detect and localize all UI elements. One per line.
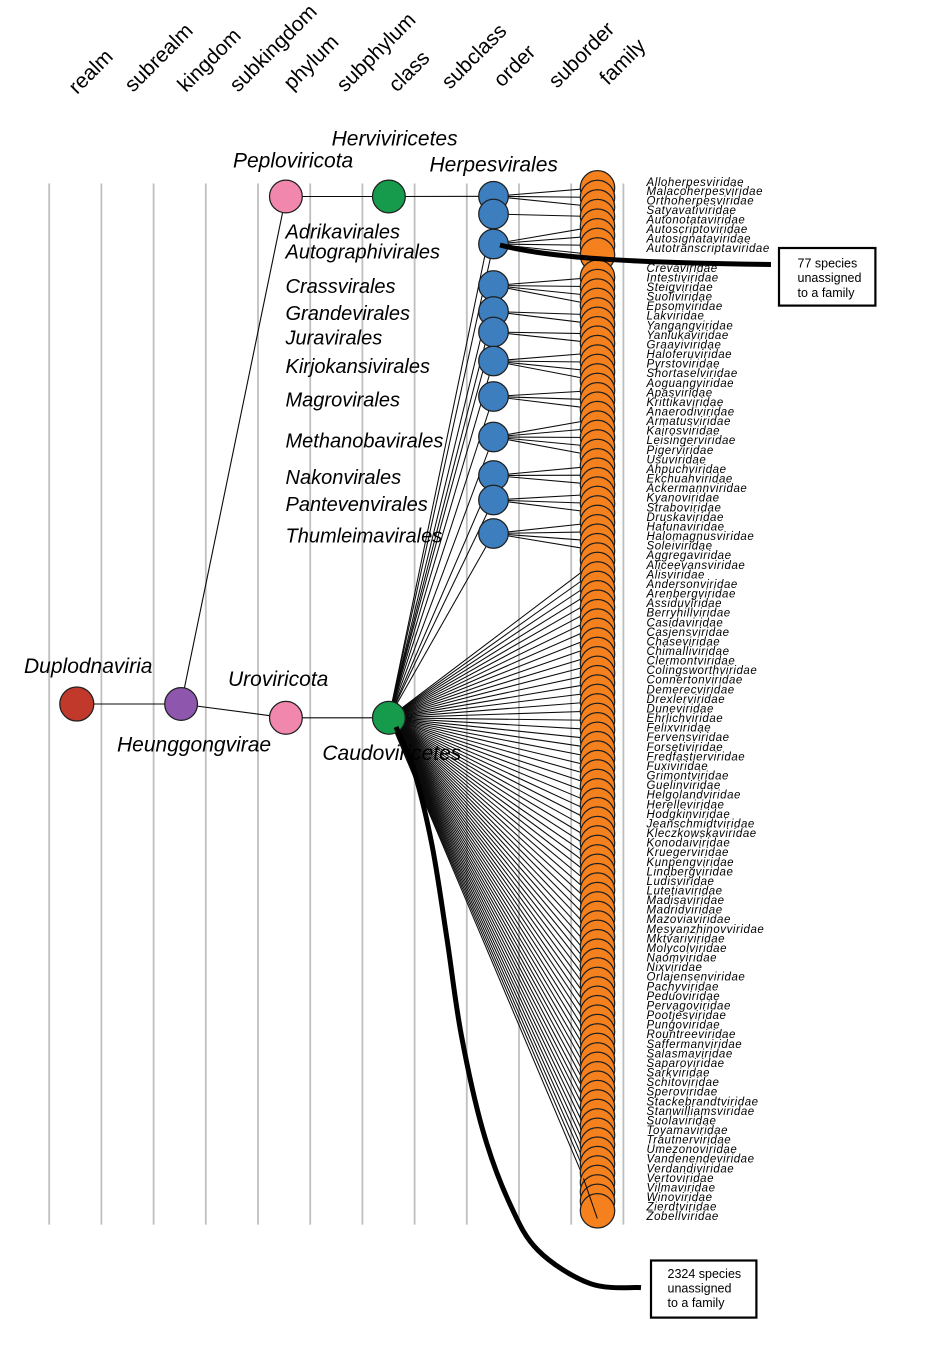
svg-text:Herpesvirales: Herpesvirales <box>430 154 559 177</box>
svg-text:unassigned: unassigned <box>798 271 862 285</box>
svg-text:Caudoviricetes: Caudoviricetes <box>322 742 461 765</box>
svg-text:Juravirales: Juravirales <box>285 328 383 350</box>
svg-text:Thumleimavirales: Thumleimavirales <box>286 526 443 548</box>
svg-text:Adrikavirales: Adrikavirales <box>285 222 400 244</box>
svg-text:to a family: to a family <box>798 286 856 300</box>
svg-text:Uroviricota: Uroviricota <box>228 668 328 691</box>
svg-text:Methanobavirales: Methanobavirales <box>286 431 444 453</box>
svg-text:77 species: 77 species <box>798 256 858 270</box>
svg-text:Kirjokansivirales: Kirjokansivirales <box>286 356 431 378</box>
svg-text:Duplodnaviria: Duplodnaviria <box>24 655 152 678</box>
svg-text:Crassvirales: Crassvirales <box>286 276 396 298</box>
svg-text:2324 species: 2324 species <box>668 1267 742 1281</box>
svg-text:Heunggongvirae: Heunggongvirae <box>117 733 271 756</box>
svg-text:Autographivirales: Autographivirales <box>285 241 441 263</box>
svg-text:unassigned: unassigned <box>668 1281 732 1295</box>
svg-text:Herviviricetes: Herviviricetes <box>332 128 459 151</box>
svg-text:Pantevenvirales: Pantevenvirales <box>286 494 428 516</box>
svg-text:Zobellviridae: Zobellviridae <box>646 1211 719 1223</box>
svg-text:Magrovirales: Magrovirales <box>286 389 400 411</box>
svg-text:Nakonvirales: Nakonvirales <box>286 467 402 489</box>
svg-text:Autotranscriptaviridae: Autotranscriptaviridae <box>646 243 770 255</box>
svg-text:Peploviricota: Peploviricota <box>233 150 353 173</box>
svg-text:to a family: to a family <box>668 1296 726 1310</box>
svg-text:Grandevirales: Grandevirales <box>286 303 411 325</box>
